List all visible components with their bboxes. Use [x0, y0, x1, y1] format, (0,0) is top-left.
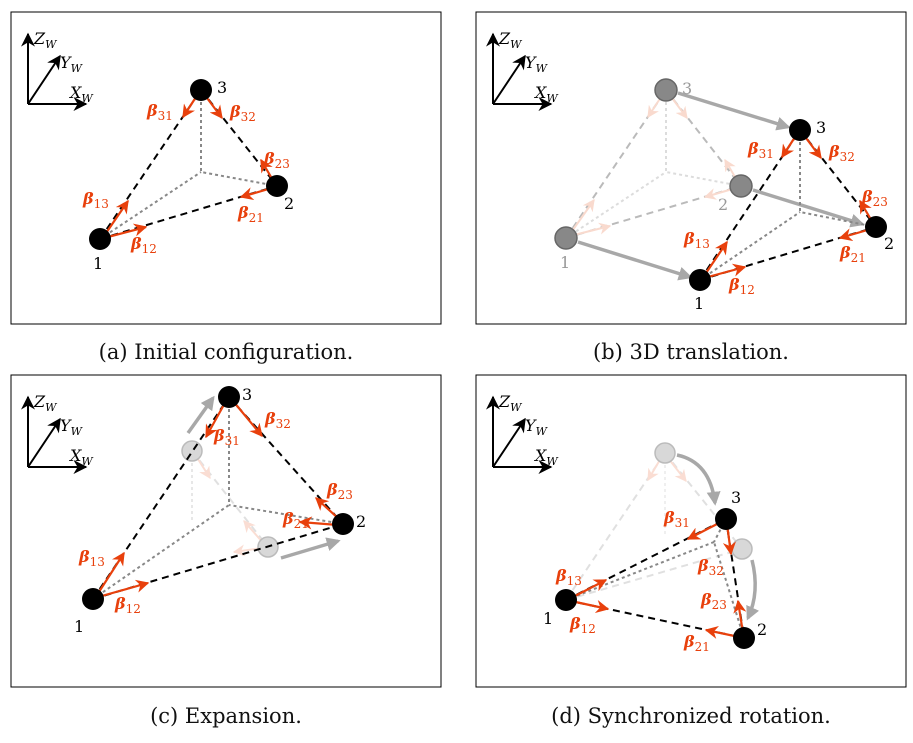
node-2 [733, 627, 755, 649]
beta-23-label: β23 [861, 187, 888, 209]
ghost-node-1-label: 1 [560, 253, 570, 272]
ghost-node-1 [554, 226, 578, 250]
node-2 [266, 175, 288, 197]
beta-32-label: β32 [828, 142, 855, 164]
node-2-label: 2 [757, 620, 767, 639]
beta-31-label: β31 [213, 426, 240, 448]
axis-z-label: ZW [33, 392, 58, 414]
caption-d: (d) Synchronized rotation. [551, 704, 831, 728]
translation-arrow-2 [752, 188, 865, 228]
translation-arrow-3 [677, 91, 791, 131]
node-3 [715, 508, 737, 530]
axis-x-label: XW [533, 83, 559, 105]
beta-32-label: β32 [697, 556, 724, 578]
node-2-label: 2 [284, 194, 294, 213]
node-3 [190, 79, 212, 101]
world-frame-axes: ZW YW XW [21, 392, 94, 474]
node-3 [789, 119, 811, 141]
axis-x-label: XW [68, 83, 94, 105]
node-3 [218, 386, 240, 408]
node-1-label: 1 [74, 617, 84, 636]
beta-13-label: β13 [82, 189, 109, 211]
expansion-arrow-3 [186, 395, 215, 435]
ghost-node-3 [654, 442, 676, 464]
beta-13-label: β13 [683, 229, 710, 251]
node-1-label: 1 [93, 254, 103, 273]
node-2 [332, 513, 354, 535]
beta-12-label: β12 [130, 234, 157, 256]
node-1-label: 1 [694, 294, 704, 313]
beta-12-label: β12 [114, 594, 141, 616]
beta-31-label: β31 [146, 101, 173, 123]
ghost-node-2 [729, 174, 753, 198]
node-2-label: 2 [884, 234, 894, 253]
ghost-node-3 [181, 440, 203, 462]
beta-32-label: β32 [264, 409, 291, 431]
node-3-label: 3 [217, 78, 227, 97]
caption-c: (c) Expansion. [150, 704, 302, 728]
beta-32-label: β32 [229, 102, 256, 124]
world-frame-axes: ZW YW XW [486, 29, 559, 111]
node-2-label: 2 [356, 512, 366, 531]
ghost-node-3-label: 3 [682, 79, 692, 98]
node-1 [89, 228, 111, 250]
node-3-label: 3 [816, 118, 826, 137]
axis-y-label: YW [60, 53, 84, 75]
world-frame-axes: ZW YW XW [21, 29, 94, 111]
beta-31-label: β31 [747, 139, 774, 161]
expansion-arrow-2 [280, 537, 341, 560]
beta-31-label: β31 [663, 508, 690, 530]
beta-21-label: β21 [237, 203, 264, 225]
node-1 [82, 588, 104, 610]
caption-b: (b) 3D translation. [593, 340, 789, 364]
ghost-node-2-label: 2 [718, 195, 728, 214]
panel-d: ZW YW XW 1 3 [475, 374, 907, 688]
beta-21-label: β21 [282, 509, 309, 531]
beta-12-label: β12 [569, 614, 596, 636]
ghost-node-2 [731, 538, 753, 560]
axis-x-label: XW [68, 446, 94, 468]
ghost-node-3 [654, 78, 678, 102]
beta-23-label: β23 [700, 590, 727, 612]
beta-21-label: β21 [839, 243, 866, 265]
node-1-label: 1 [543, 609, 553, 628]
caption-a: (a) Initial configuration. [98, 340, 354, 364]
axis-z-label: ZW [498, 29, 523, 51]
node-3-label: 3 [731, 488, 741, 507]
beta-13-label: β13 [78, 547, 105, 569]
node-2 [865, 216, 887, 238]
world-frame-axes: ZW YW XW [486, 392, 559, 474]
axis-x-label: XW [533, 446, 559, 468]
axis-y-label: YW [60, 416, 84, 438]
beta-23-label: β23 [326, 480, 353, 502]
rotation-arrow-2 [746, 559, 760, 621]
panel-c: ZW YW XW 1 3 2 [10, 374, 442, 688]
axis-y-label: YW [525, 53, 549, 75]
beta-13-label: β13 [555, 566, 582, 588]
axis-z-label: ZW [498, 392, 523, 414]
panel-a: ZW YW XW 1 3 2 β13 β12 β31 β32 β23 [10, 11, 442, 325]
panel-b: ZW YW XW 1 3 2 [475, 11, 907, 325]
beta-21-label: β21 [683, 632, 710, 654]
node-1 [555, 589, 577, 611]
beta-23-label: β23 [263, 149, 290, 171]
rotation-arrow-3 [676, 453, 721, 506]
node-1 [689, 269, 711, 291]
translation-arrow-1 [577, 240, 693, 281]
axis-z-label: ZW [33, 29, 58, 51]
beta-12-label: β12 [728, 275, 755, 297]
axis-y-label: YW [525, 416, 549, 438]
node-3-label: 3 [242, 385, 252, 404]
